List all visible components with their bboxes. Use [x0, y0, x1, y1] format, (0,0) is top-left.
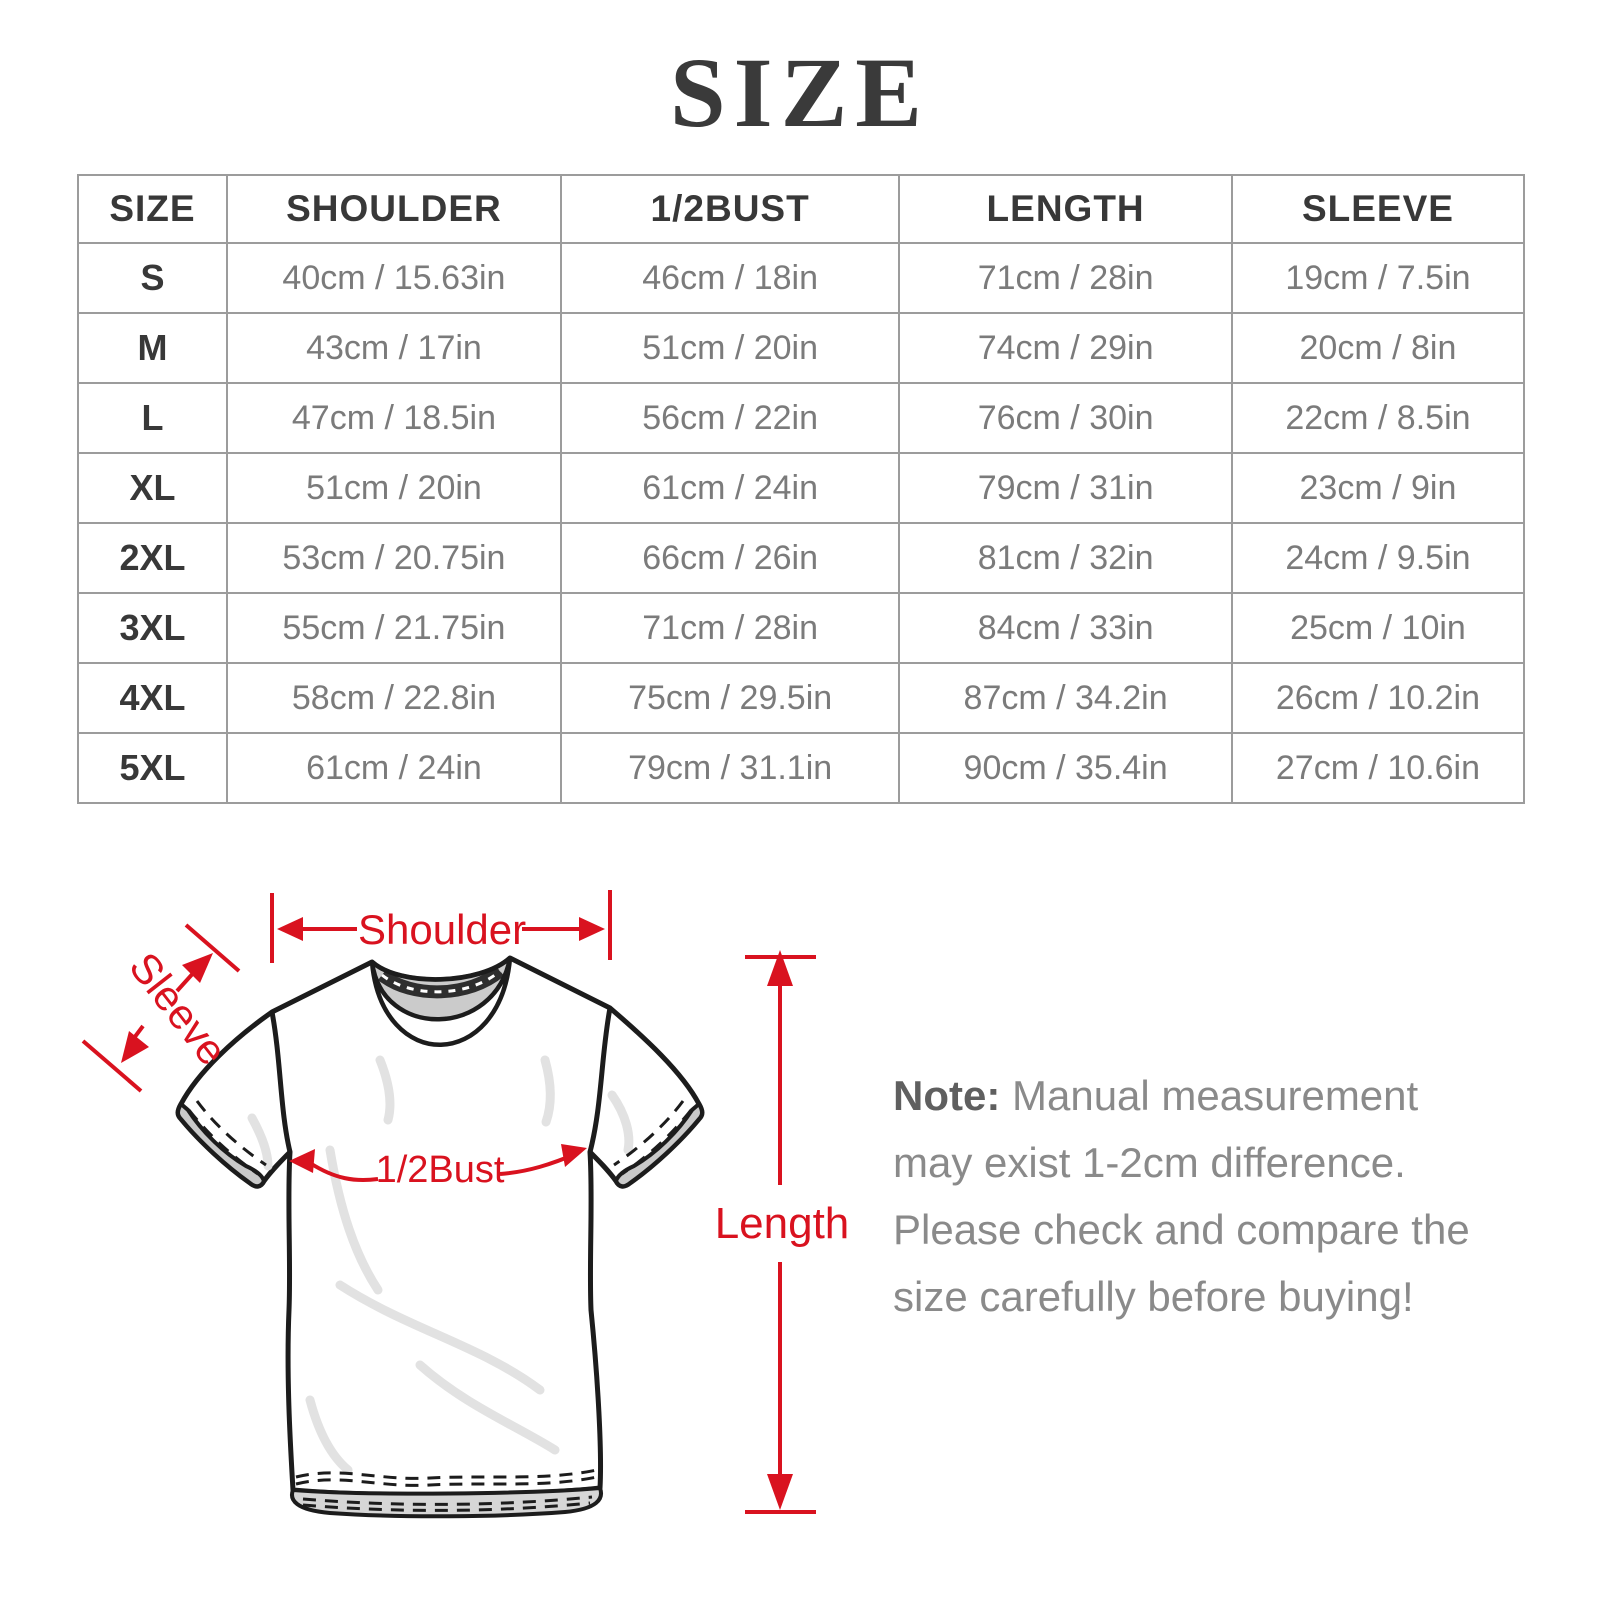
bust-cell: 61cm / 24in: [559, 452, 901, 524]
length-cell: 81cm / 32in: [898, 522, 1233, 594]
table-row: 5XL 61cm / 24in 79cm / 31.1in 90cm / 35.…: [77, 732, 1526, 804]
wrinkle-lines: [247, 1055, 634, 1475]
size-cell: 3XL: [77, 592, 228, 664]
table-row: L 47cm / 18.5in 56cm / 22in 76cm / 30in …: [77, 382, 1526, 454]
collar: [369, 956, 513, 1047]
shoulder-cell: 53cm / 20.75in: [225, 522, 562, 594]
tshirt-measurement-diagram: [81, 890, 816, 1519]
size-cell: S: [77, 242, 228, 314]
length-cell: 84cm / 33in: [898, 592, 1233, 664]
sleeve-cell: 20cm / 8in: [1230, 312, 1526, 384]
size-cell: M: [77, 312, 228, 384]
shoulder-label: Shoulder: [358, 906, 527, 953]
shoulder-cell: 51cm / 20in: [225, 452, 562, 524]
sleeve-cell: 27cm / 10.6in: [1230, 732, 1526, 804]
sleeve-cell: 19cm / 7.5in: [1230, 242, 1526, 314]
length-cell: 90cm / 35.4in: [898, 732, 1233, 804]
table-row: S 40cm / 15.63in 46cm / 18in 71cm / 28in…: [77, 242, 1526, 314]
tshirt-illustration: [175, 955, 705, 1519]
bust-dimension-arrow: [289, 1144, 587, 1183]
shoulder-cell: 55cm / 21.75in: [225, 592, 562, 664]
note-text: Manual measurement may exist 1-2cm diffe…: [893, 1072, 1470, 1320]
hem: [290, 1468, 603, 1519]
length-cell: 74cm / 29in: [898, 312, 1233, 384]
bust-cell: 51cm / 20in: [559, 312, 901, 384]
shoulder-cell: 40cm / 15.63in: [225, 242, 562, 314]
sleeve-cell: 22cm / 8.5in: [1230, 382, 1526, 454]
half-bust-label: 1/2Bust: [375, 1149, 505, 1191]
length-cell: 76cm / 30in: [898, 382, 1233, 454]
table-row: 3XL 55cm / 21.75in 71cm / 28in 84cm / 33…: [77, 592, 1526, 664]
bust-cell: 75cm / 29.5in: [559, 662, 901, 734]
sleeve-cell: 25cm / 10in: [1230, 592, 1526, 664]
sleeve-cell: 24cm / 9.5in: [1230, 522, 1526, 594]
bust-cell: 66cm / 26in: [559, 522, 901, 594]
table-header-row: SIZE SHOULDER 1/2BUST LENGTH SLEEVE: [77, 174, 1526, 244]
sleeve-dimension-arrow: [81, 923, 241, 1093]
table-row: 4XL 58cm / 22.8in 75cm / 29.5in 87cm / 3…: [77, 662, 1526, 734]
shoulder-cell: 58cm / 22.8in: [225, 662, 562, 734]
size-cell: 4XL: [77, 662, 228, 734]
note-label: Note:: [893, 1072, 1001, 1119]
shoulder-cell: 43cm / 17in: [225, 312, 562, 384]
table-row: XL 51cm / 20in 61cm / 24in 79cm / 31in 2…: [77, 452, 1526, 524]
length-label: Length: [714, 1199, 850, 1248]
shoulder-cell: 61cm / 24in: [225, 732, 562, 804]
size-cell: 5XL: [77, 732, 228, 804]
shoulder-cell: 47cm / 18.5in: [225, 382, 562, 454]
size-cell: L: [77, 382, 228, 454]
length-cell: 79cm / 31in: [898, 452, 1233, 524]
column-header-length: LENGTH: [898, 174, 1233, 244]
length-dimension-arrow: [745, 950, 816, 1514]
measurement-note: Note: Manual measurement may exist 1-2cm…: [893, 1062, 1503, 1330]
sleeve-cell: 26cm / 10.2in: [1230, 662, 1526, 734]
bust-cell: 71cm / 28in: [559, 592, 901, 664]
page-title: SIZE: [670, 37, 930, 148]
column-header-shoulder: SHOULDER: [225, 174, 562, 244]
size-cell: 2XL: [77, 522, 228, 594]
table-row: 2XL 53cm / 20.75in 66cm / 26in 81cm / 32…: [77, 522, 1526, 594]
length-cell: 87cm / 34.2in: [898, 662, 1233, 734]
length-cell: 71cm / 28in: [898, 242, 1233, 314]
bust-cell: 56cm / 22in: [559, 382, 901, 454]
size-table: SIZE SHOULDER 1/2BUST LENGTH SLEEVE S 40…: [77, 174, 1526, 804]
column-header-sleeve: SLEEVE: [1230, 174, 1526, 244]
bust-cell: 46cm / 18in: [559, 242, 901, 314]
sleeve-cell: 23cm / 9in: [1230, 452, 1526, 524]
column-header-size: SIZE: [77, 174, 228, 244]
shoulder-dimension-arrow: [270, 890, 612, 963]
column-header-bust: 1/2BUST: [559, 174, 901, 244]
sleeve-cuffs: [176, 1100, 704, 1189]
size-cell: XL: [77, 452, 228, 524]
bust-cell: 79cm / 31.1in: [559, 732, 901, 804]
table-row: M 43cm / 17in 51cm / 20in 74cm / 29in 20…: [77, 312, 1526, 384]
